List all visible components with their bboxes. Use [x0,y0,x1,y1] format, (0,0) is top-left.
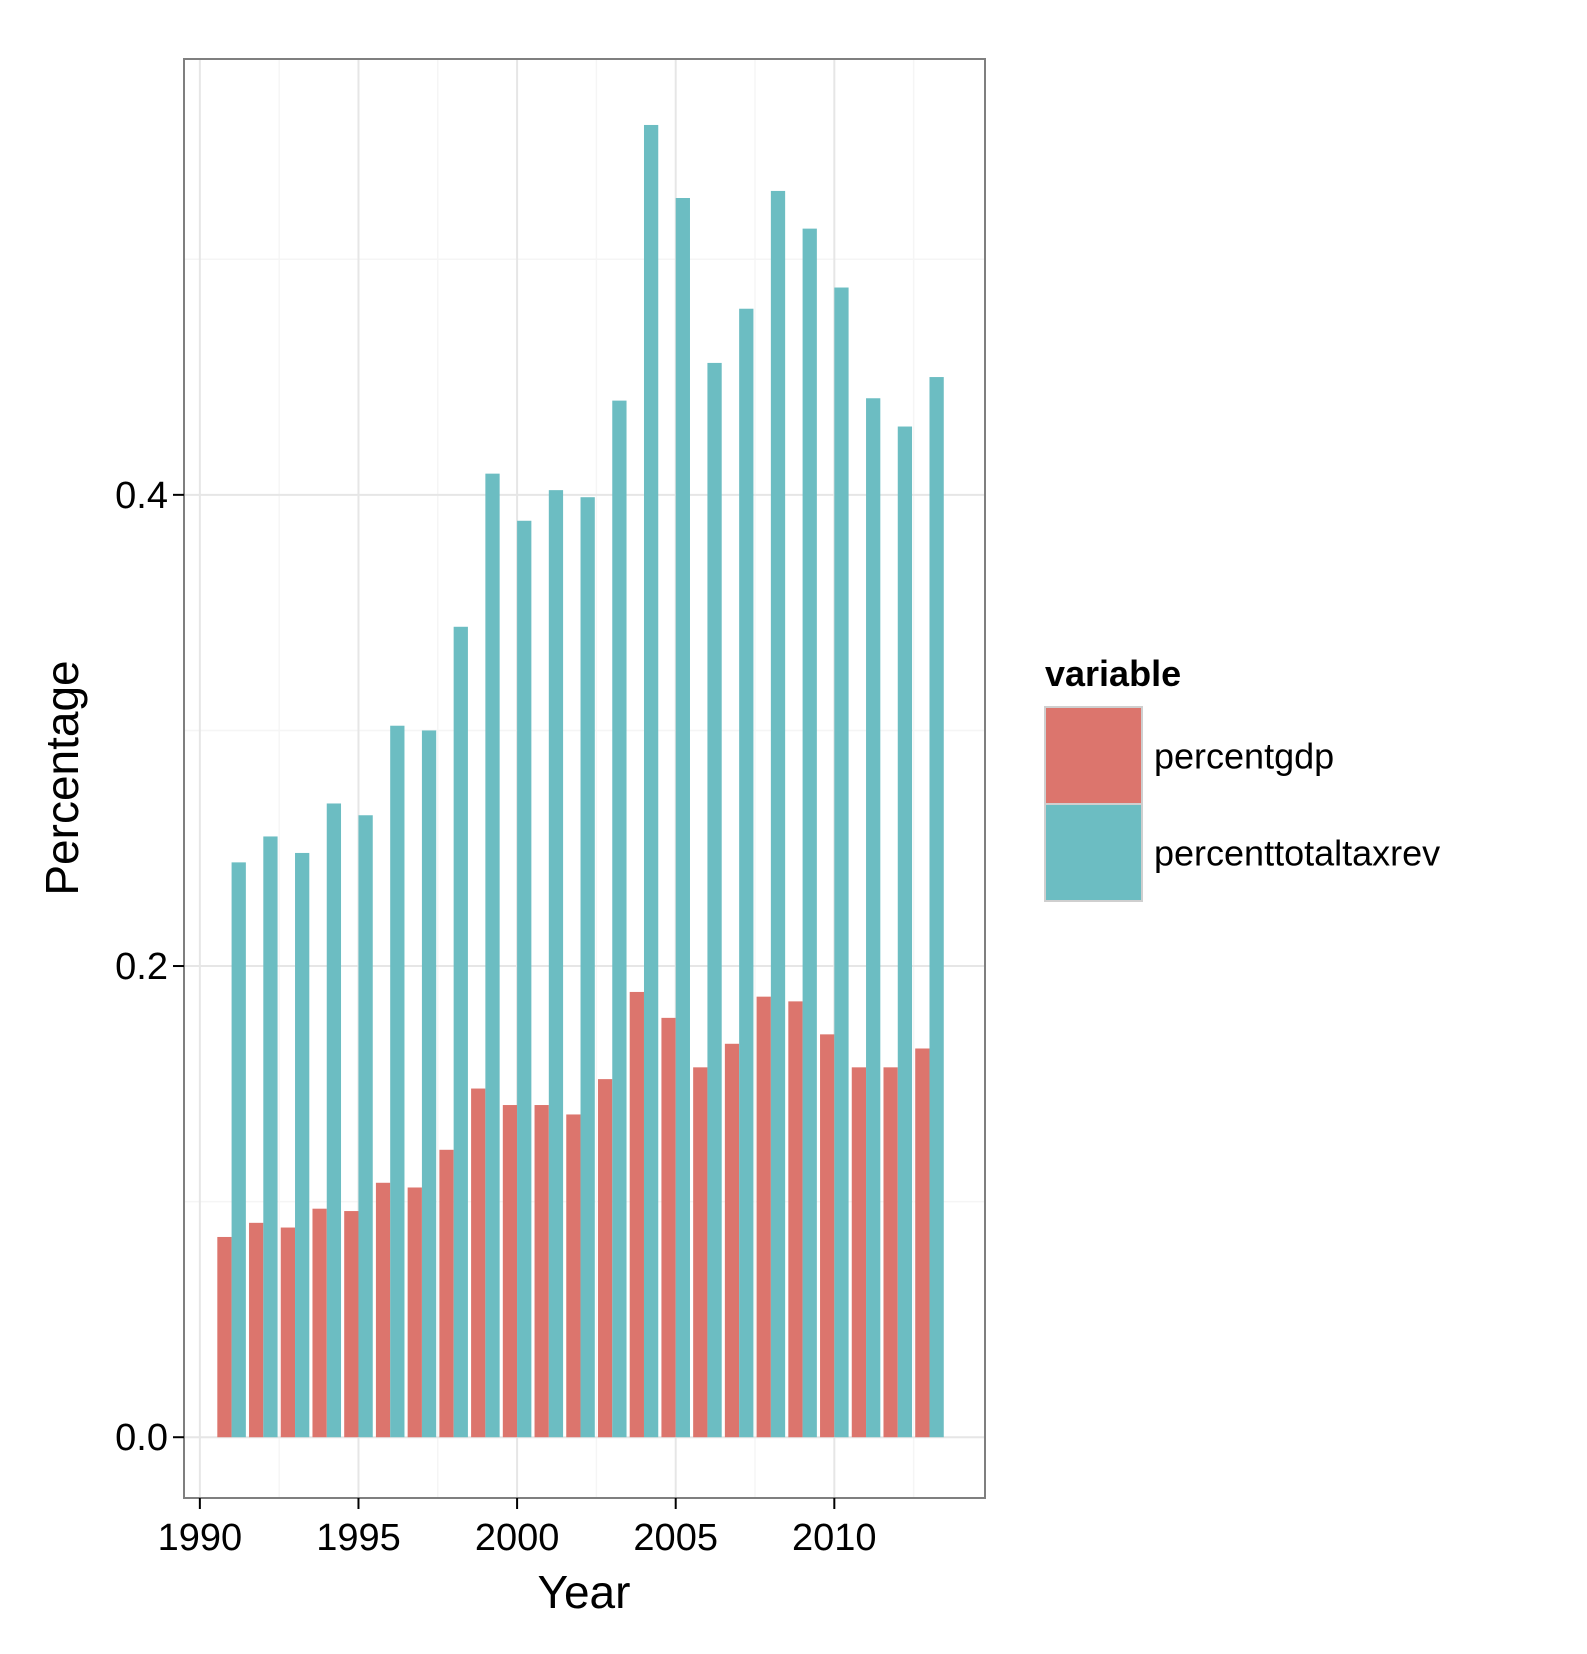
bar-percenttotaltaxrev [326,803,342,1438]
x-tick-label: 1995 [316,1517,401,1559]
bar-percenttotaltaxrev [453,626,468,1438]
bar-percenttotaltaxrev [358,815,373,1438]
bar-percenttotaltaxrev [866,398,881,1438]
legend-label-percenttotaltaxrev: percenttotaltaxrev [1154,833,1440,874]
bar-percenttotaltaxrev [675,197,690,1438]
axes: 0.0 0.2 0.4 1990 1995 2000 2005 2010 [115,475,876,1559]
bar-percentgdp [788,1001,803,1438]
bar-percenttotaltaxrev [739,308,754,1438]
bar-percentgdp [217,1236,232,1438]
legend: variable percentgdp percenttotaltaxrev [1044,653,1440,902]
bars [217,124,944,1438]
bar-percenttotaltaxrev [643,124,659,1438]
bar-percentgdp [693,1067,708,1438]
legend-label-percentgdp: percentgdp [1154,736,1334,777]
bar-percenttotaltaxrev [580,497,595,1438]
bar-percenttotaltaxrev [517,520,532,1438]
plot-border [183,58,986,1499]
bar-percentgdp [629,991,644,1438]
bar-percenttotaltaxrev [390,725,405,1438]
bar-percentgdp [597,1079,613,1438]
bar-percenttotaltaxrev [548,490,564,1438]
bar-percentgdp [344,1211,359,1438]
bar-percentgdp [471,1088,486,1438]
bar-percentgdp [883,1067,898,1438]
bar-percenttotaltaxrev [834,287,849,1438]
x-tick-label: 2005 [633,1517,718,1559]
bar-percentgdp [851,1067,867,1438]
bar-percentgdp [724,1043,740,1438]
bar-percentgdp [502,1105,518,1438]
bar-percentgdp [439,1149,454,1438]
bar-percenttotaltaxrev [707,362,722,1438]
bar-percentgdp [280,1227,296,1438]
y-tick-label: 0.0 [115,1417,168,1459]
bar-percenttotaltaxrev [421,730,437,1438]
bar-percentgdp [375,1182,391,1438]
bar-percenttotaltaxrev [263,836,278,1438]
y-axis-title: Percentage [36,660,88,895]
bar-percenttotaltaxrev [770,190,786,1438]
bar-percentgdp [661,1017,676,1438]
bar-percenttotaltaxrev [295,852,310,1438]
y-tick-label: 0.2 [115,946,168,988]
bar-percenttotaltaxrev [485,473,500,1438]
bar-percenttotaltaxrev [231,862,246,1438]
legend-key-percentgdp [1044,706,1143,805]
y-tick-label: 0.4 [115,475,168,517]
bar-percentgdp [534,1105,549,1438]
bar-percenttotaltaxrev [802,228,817,1438]
legend-key-percenttotaltaxrev [1044,803,1143,902]
bar-percenttotaltaxrev [612,400,627,1438]
x-tick-label: 1990 [158,1517,243,1559]
legend-title: variable [1045,653,1181,694]
bar-percentgdp [249,1222,264,1438]
bar-percentgdp [915,1048,930,1438]
bar-percentgdp [312,1208,327,1438]
bar-percentgdp [820,1034,835,1438]
bar-percenttotaltaxrev [897,426,913,1438]
x-tick-label: 2000 [475,1517,560,1559]
x-tick-label: 2010 [792,1517,877,1559]
x-axis-title: Year [538,1566,631,1618]
bar-percentgdp [566,1114,581,1438]
bar-percentgdp [756,996,771,1438]
bar-percentgdp [407,1187,422,1438]
bar-percenttotaltaxrev [929,377,944,1438]
